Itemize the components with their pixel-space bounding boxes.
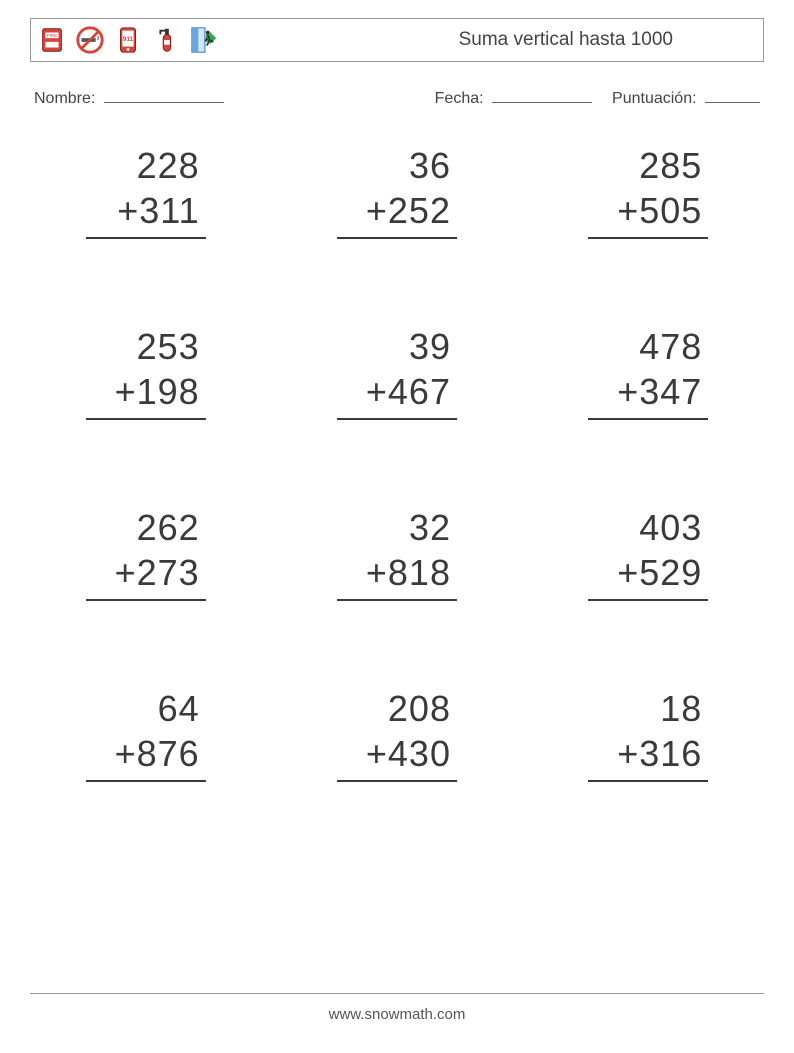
addend-bottom: +316 — [588, 731, 708, 782]
addend-bottom: +311 — [86, 188, 206, 239]
emergency-exit-icon — [189, 24, 219, 56]
svg-text:911: 911 — [123, 36, 134, 43]
addend-top: 32 — [337, 505, 457, 550]
problem-box: 253+198 — [86, 324, 206, 420]
addend-bottom: +529 — [588, 550, 708, 601]
addition-problem: 285+505 — [543, 143, 754, 239]
addend-top: 64 — [86, 686, 206, 731]
problem-box: 18+316 — [588, 686, 708, 782]
addend-top: 478 — [588, 324, 708, 369]
no-smoking-icon — [75, 24, 105, 56]
problem-box: 228+311 — [86, 143, 206, 239]
addend-bottom: +818 — [337, 550, 457, 601]
addition-problem: 64+876 — [40, 686, 251, 782]
problem-box: 478+347 — [588, 324, 708, 420]
addend-top: 208 — [337, 686, 457, 731]
addend-top: 228 — [86, 143, 206, 188]
addition-problem: 39+467 — [291, 324, 502, 420]
addition-problem: 262+273 — [40, 505, 251, 601]
name-field: Nombre: — [34, 86, 224, 108]
addend-top: 39 — [337, 324, 457, 369]
addend-bottom: +430 — [337, 731, 457, 782]
addend-top: 253 — [86, 324, 206, 369]
svg-text:FIRE: FIRE — [47, 33, 58, 38]
addend-top: 18 — [588, 686, 708, 731]
problem-box: 208+430 — [337, 686, 457, 782]
addend-top: 262 — [86, 505, 206, 550]
addition-problem: 18+316 — [543, 686, 754, 782]
addition-problem: 228+311 — [40, 143, 251, 239]
problem-box: 64+876 — [86, 686, 206, 782]
addition-problem: 403+529 — [543, 505, 754, 601]
problems-grid: 228+311 36+252 285+505 253+198 39+467 478+347… — [30, 143, 764, 782]
addend-bottom: +273 — [86, 550, 206, 601]
addend-bottom: +467 — [337, 369, 457, 420]
addition-problem: 36+252 — [291, 143, 502, 239]
addition-problem: 478+347 — [543, 324, 754, 420]
header-icons: FIRE 911 — [37, 24, 219, 56]
emergency-phone-icon: 911 — [113, 24, 143, 56]
worksheet-title: Suma vertical hasta 1000 — [459, 29, 753, 51]
score-field: Puntuación: — [612, 86, 760, 108]
score-label: Puntuación: — [612, 90, 697, 107]
addend-bottom: +252 — [337, 188, 457, 239]
date-label: Fecha: — [435, 90, 484, 107]
addition-problem: 208+430 — [291, 686, 502, 782]
addend-top: 285 — [588, 143, 708, 188]
info-row: Nombre: Fecha: Puntuación: — [30, 86, 764, 108]
problem-box: 32+818 — [337, 505, 457, 601]
addition-problem: 32+818 — [291, 505, 502, 601]
name-label: Nombre: — [34, 90, 95, 107]
score-blank[interactable] — [705, 86, 760, 103]
problem-box: 403+529 — [588, 505, 708, 601]
problem-box: 262+273 — [86, 505, 206, 601]
fire-extinguisher-icon — [151, 24, 181, 56]
worksheet-page: FIRE 911 — [0, 0, 794, 1053]
addend-bottom: +198 — [86, 369, 206, 420]
problem-box: 36+252 — [337, 143, 457, 239]
name-blank[interactable] — [104, 86, 224, 103]
problem-box: 39+467 — [337, 324, 457, 420]
footer-url: www.snowmath.com — [329, 1006, 466, 1023]
header-bar: FIRE 911 — [30, 18, 764, 62]
addition-problem: 253+198 — [40, 324, 251, 420]
fire-alarm-icon: FIRE — [37, 24, 67, 56]
addend-bottom: +505 — [588, 188, 708, 239]
addend-top: 36 — [337, 143, 457, 188]
problem-box: 285+505 — [588, 143, 708, 239]
addend-top: 403 — [588, 505, 708, 550]
date-blank[interactable] — [492, 86, 592, 103]
addend-bottom: +347 — [588, 369, 708, 420]
date-field: Fecha: — [435, 86, 592, 108]
addend-bottom: +876 — [86, 731, 206, 782]
footer: www.snowmath.com — [30, 993, 764, 1023]
